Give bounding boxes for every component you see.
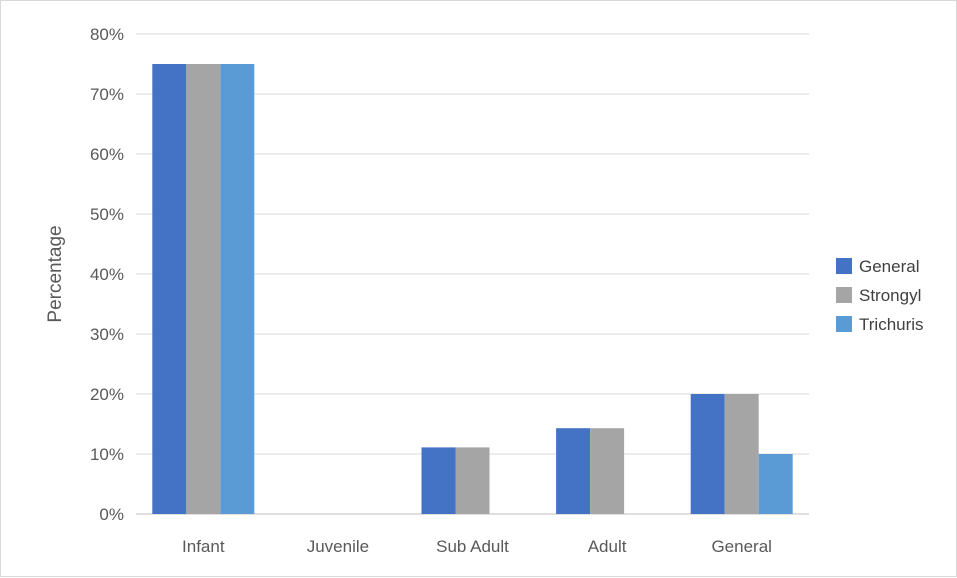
bar — [590, 428, 625, 514]
bar — [186, 64, 221, 514]
y-tick-label: 10% — [90, 445, 124, 464]
legend-swatch — [836, 316, 852, 332]
bar — [152, 64, 187, 514]
y-tick-label: 0% — [99, 505, 124, 524]
y-tick-label: 70% — [90, 85, 124, 104]
y-axis-title: Percentage — [45, 225, 66, 322]
y-tick-label: 60% — [90, 145, 124, 164]
x-tick-label: General — [711, 537, 771, 556]
bar — [421, 447, 456, 514]
bars — [152, 64, 793, 514]
y-tick-label: 40% — [90, 265, 124, 284]
legend: General Strongyl Trichuris — [836, 257, 924, 334]
legend-label: Strongyl — [859, 286, 921, 305]
bar — [758, 454, 793, 514]
x-tick-label: Sub Adult — [436, 537, 509, 556]
legend-label: General — [859, 257, 919, 276]
bar — [690, 394, 725, 514]
bar — [455, 447, 490, 514]
y-tick-label: 50% — [90, 205, 124, 224]
x-tick-label: Adult — [588, 537, 627, 556]
y-axis-tick-labels: 0% 10% 20% 30% 40% 50% 60% 70% 80% — [90, 25, 124, 524]
bar — [220, 64, 255, 514]
y-tick-label: 20% — [90, 385, 124, 404]
bar — [724, 394, 759, 514]
x-tick-label: Juvenile — [307, 537, 369, 556]
x-axis-tick-labels: Infant Juvenile Sub Adult Adult General — [182, 537, 772, 556]
legend-label: Trichuris — [859, 315, 924, 334]
legend-swatch — [836, 258, 852, 274]
legend-swatch — [836, 287, 852, 303]
bar — [556, 428, 591, 514]
x-tick-label: Infant — [182, 537, 225, 556]
y-tick-label: 30% — [90, 325, 124, 344]
y-tick-label: 80% — [90, 25, 124, 44]
